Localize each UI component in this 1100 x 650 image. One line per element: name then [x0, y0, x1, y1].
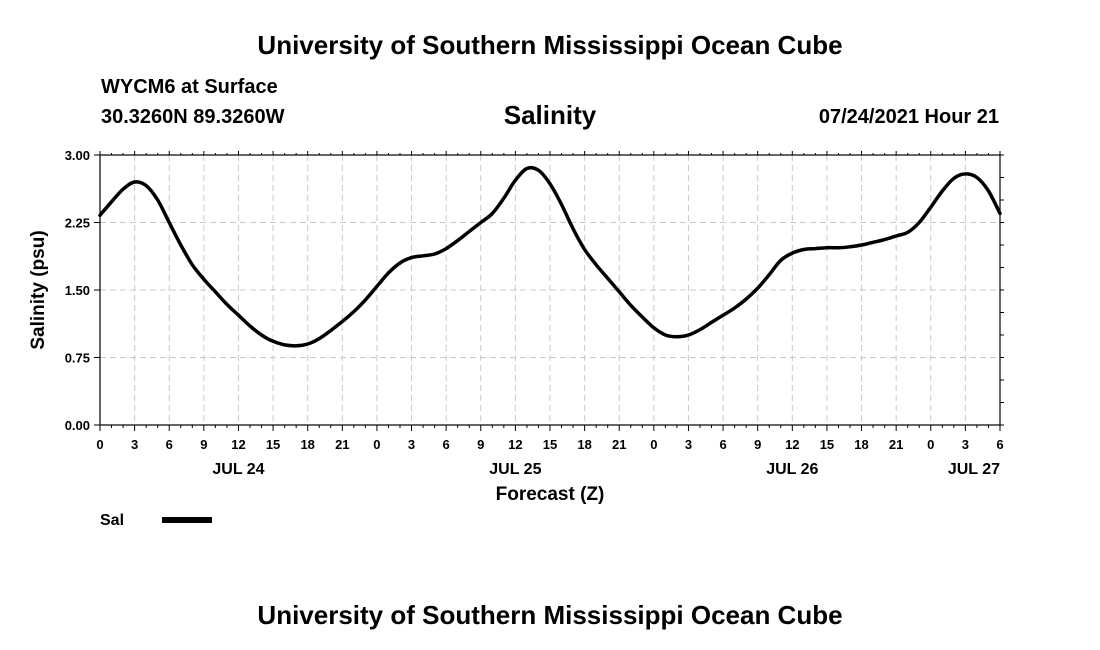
x-tick-label: 9 — [200, 437, 207, 452]
x-tick-label: 6 — [443, 437, 450, 452]
x-tick-label: 18 — [854, 437, 868, 452]
x-tick-label: 15 — [543, 437, 557, 452]
y-tick-label: 3.00 — [65, 148, 90, 163]
page-title: University of Southern Mississippi Ocean… — [257, 30, 843, 60]
x-tick-label: 18 — [577, 437, 591, 452]
date-label: JUL 27 — [948, 461, 1000, 478]
station-coordinates: 30.3260N 89.3260W — [101, 106, 285, 128]
date-label: JUL 25 — [489, 461, 541, 478]
axis-ticks — [94, 151, 1004, 431]
y-tick-label: 0.00 — [65, 418, 90, 433]
station-label: WYCM6 at Surface — [101, 76, 278, 98]
y-axis-label: Salinity (psu) — [28, 230, 49, 349]
salinity-series-line — [98, 165, 1002, 348]
footer-title: University of Southern Mississippi Ocean… — [257, 600, 843, 630]
x-tick-label: 3 — [131, 437, 138, 452]
x-tick-label: 0 — [927, 437, 934, 452]
x-tick-label: 9 — [754, 437, 761, 452]
x-tick-label: 0 — [96, 437, 103, 452]
x-tick-label: 0 — [373, 437, 380, 452]
x-tick-label: 0 — [650, 437, 657, 452]
axis-labels: 0.00 0.75 1.50 2.25 3.00 0 3 6 9 12 15 18 21 0 3 6 9 12 15… — [65, 148, 1004, 478]
x-tick-label: 12 — [231, 437, 245, 452]
chart-title: Salinity — [503, 100, 597, 130]
x-tick-label: 15 — [266, 437, 280, 452]
x-tick-label: 6 — [166, 437, 173, 452]
x-tick-label: 6 — [996, 437, 1003, 452]
date-label: JUL 24 — [212, 461, 264, 478]
x-tick-label: 3 — [685, 437, 692, 452]
x-tick-label: 12 — [785, 437, 799, 452]
x-tick-label: 15 — [820, 437, 834, 452]
y-tick-label: 2.25 — [65, 216, 90, 231]
grid-lines — [100, 155, 1000, 425]
plot-frame — [99, 154, 1001, 426]
date-label: JUL 26 — [766, 461, 818, 478]
legend-label: Sal — [100, 512, 124, 529]
x-tick-label: 3 — [962, 437, 969, 452]
x-axis-label: Forecast (Z) — [496, 484, 605, 505]
x-tick-label: 21 — [612, 437, 626, 452]
x-tick-label: 21 — [889, 437, 903, 452]
forecast-datetime: 07/24/2021 Hour 21 — [818, 106, 999, 128]
x-tick-label: 12 — [508, 437, 522, 452]
x-tick-label: 6 — [719, 437, 726, 452]
x-tick-label: 9 — [477, 437, 484, 452]
x-tick-label: 21 — [335, 437, 349, 452]
x-tick-label: 3 — [408, 437, 415, 452]
y-tick-label: 0.75 — [65, 351, 90, 366]
x-tick-label: 18 — [300, 437, 314, 452]
y-tick-label: 1.50 — [65, 283, 90, 298]
